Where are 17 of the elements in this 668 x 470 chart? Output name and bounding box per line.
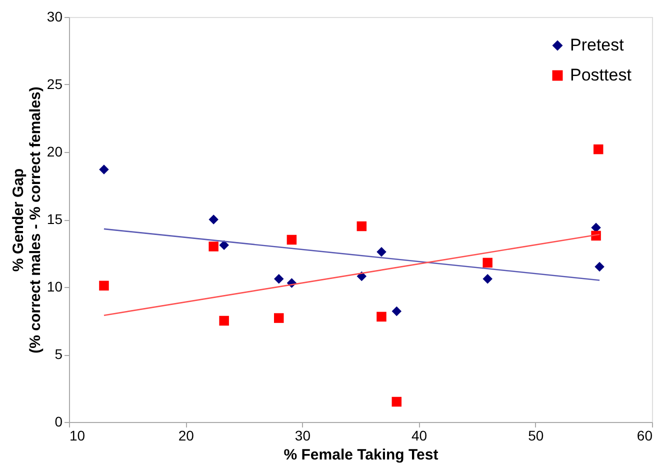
x-tick-label: 10 (70, 428, 86, 444)
x-tick-label: 50 (528, 428, 544, 444)
y-tick-label: 10 (46, 278, 63, 294)
y-tick-label: 15 (46, 211, 63, 227)
x-axis-title: % Female Taking Test (284, 446, 438, 464)
y-tick-label: 0 (54, 414, 63, 430)
x-tick-label: 20 (178, 428, 194, 444)
legend-label: Pretest (570, 36, 624, 54)
legend-label: Posttest (570, 66, 632, 84)
x-tick-label: 40 (412, 428, 428, 444)
y-tick-label: 5 (54, 346, 63, 362)
y-tick-label: 20 (46, 144, 63, 160)
y-tick-label: 25 (46, 76, 63, 92)
y-tick-label: 30 (46, 8, 63, 24)
y-axis-title: % Gender Gap (% correct males - % correct females) (10, 86, 44, 354)
x-tick-label: 30 (294, 428, 311, 444)
x-tick-label: 60 (636, 428, 653, 444)
